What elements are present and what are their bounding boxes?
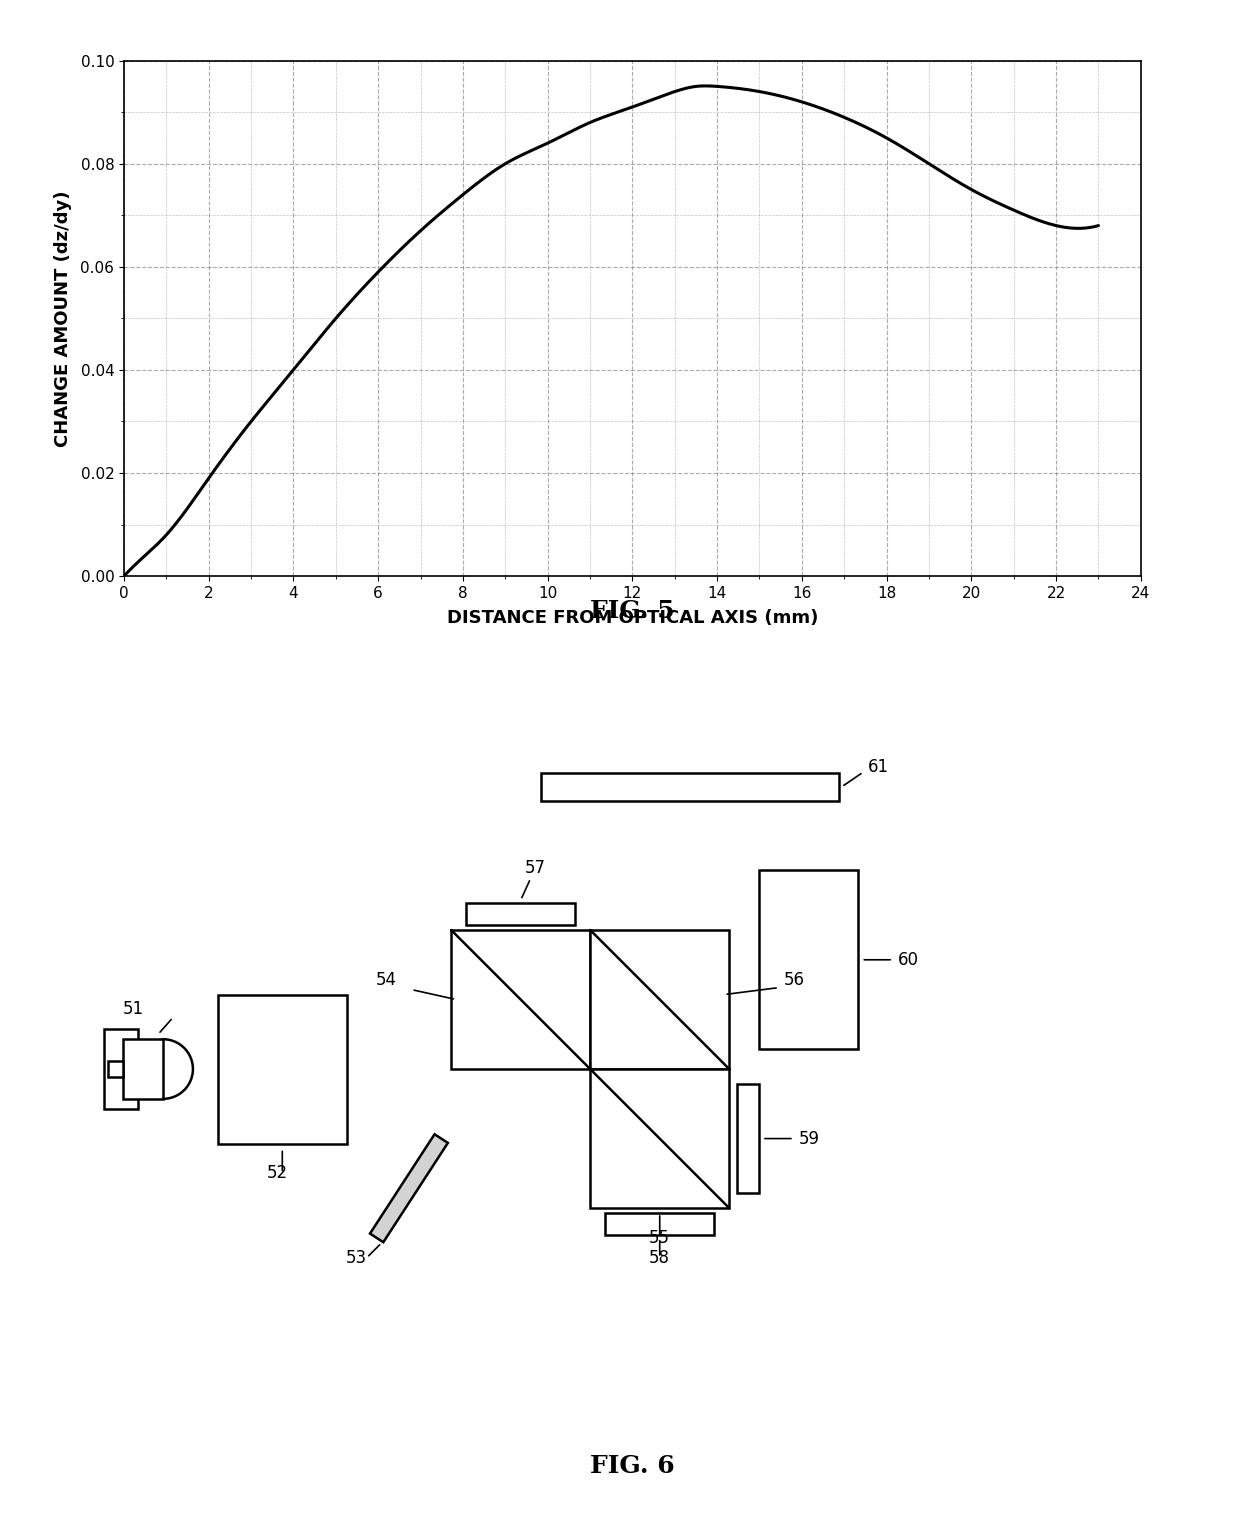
Bar xyxy=(590,929,729,1069)
Bar xyxy=(590,1069,729,1208)
Text: 51: 51 xyxy=(123,1001,144,1019)
Text: 59: 59 xyxy=(799,1129,820,1148)
Text: 61: 61 xyxy=(868,758,889,776)
Text: 52: 52 xyxy=(267,1164,288,1182)
Bar xyxy=(738,1084,759,1193)
Bar xyxy=(541,773,838,800)
Y-axis label: CHANGE AMOUNT (dz/dy): CHANGE AMOUNT (dz/dy) xyxy=(55,190,72,447)
Bar xyxy=(370,1134,448,1242)
Text: 57: 57 xyxy=(525,860,546,878)
Bar xyxy=(759,870,858,1049)
Bar xyxy=(451,929,590,1069)
Text: 58: 58 xyxy=(650,1249,671,1267)
Text: FIG. 6: FIG. 6 xyxy=(590,1454,675,1478)
Bar xyxy=(605,1213,714,1236)
Text: 54: 54 xyxy=(376,970,397,988)
Text: 56: 56 xyxy=(784,970,805,988)
Bar xyxy=(108,1061,123,1076)
Bar xyxy=(218,994,347,1143)
Text: 55: 55 xyxy=(650,1229,671,1246)
Text: 60: 60 xyxy=(898,951,919,969)
Bar xyxy=(466,904,575,925)
Text: FIG. 5: FIG. 5 xyxy=(590,599,675,623)
X-axis label: DISTANCE FROM OPTICAL AXIS (mm): DISTANCE FROM OPTICAL AXIS (mm) xyxy=(446,609,818,628)
Text: 53: 53 xyxy=(346,1249,367,1267)
Bar xyxy=(123,1040,164,1099)
Bar xyxy=(103,1029,139,1108)
